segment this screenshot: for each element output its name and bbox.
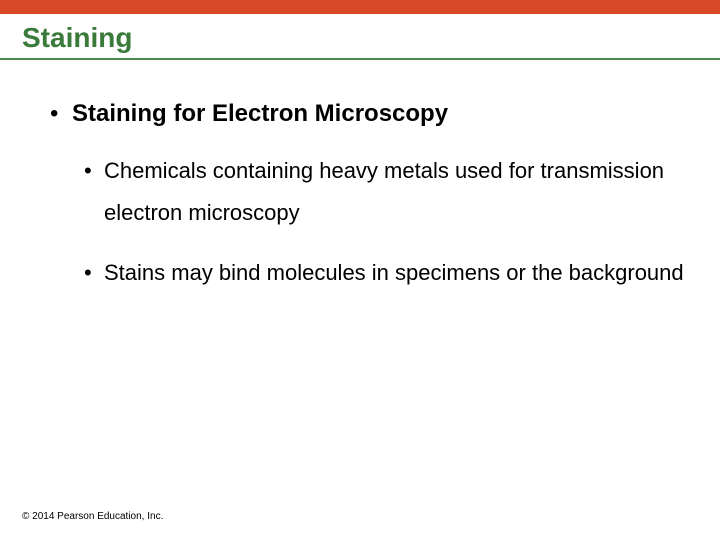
list-item: Staining for Electron Microscopy Chemica… <box>50 100 690 293</box>
slide-content: Staining for Electron Microscopy Chemica… <box>0 60 720 293</box>
l1-text: Staining for Electron Microscopy <box>72 100 448 127</box>
copyright-footer: © 2014 Pearson Education, Inc. <box>22 511 163 522</box>
list-item: Stains may bind molecules in specimens o… <box>84 252 690 294</box>
slide-title: Staining <box>0 14 720 58</box>
accent-top-bar <box>0 0 720 14</box>
bullet-list-level1: Staining for Electron Microscopy Chemica… <box>50 100 690 293</box>
bullet-list-level2: Chemicals containing heavy metals used f… <box>84 150 690 293</box>
list-item: Chemicals containing heavy metals used f… <box>84 150 690 234</box>
